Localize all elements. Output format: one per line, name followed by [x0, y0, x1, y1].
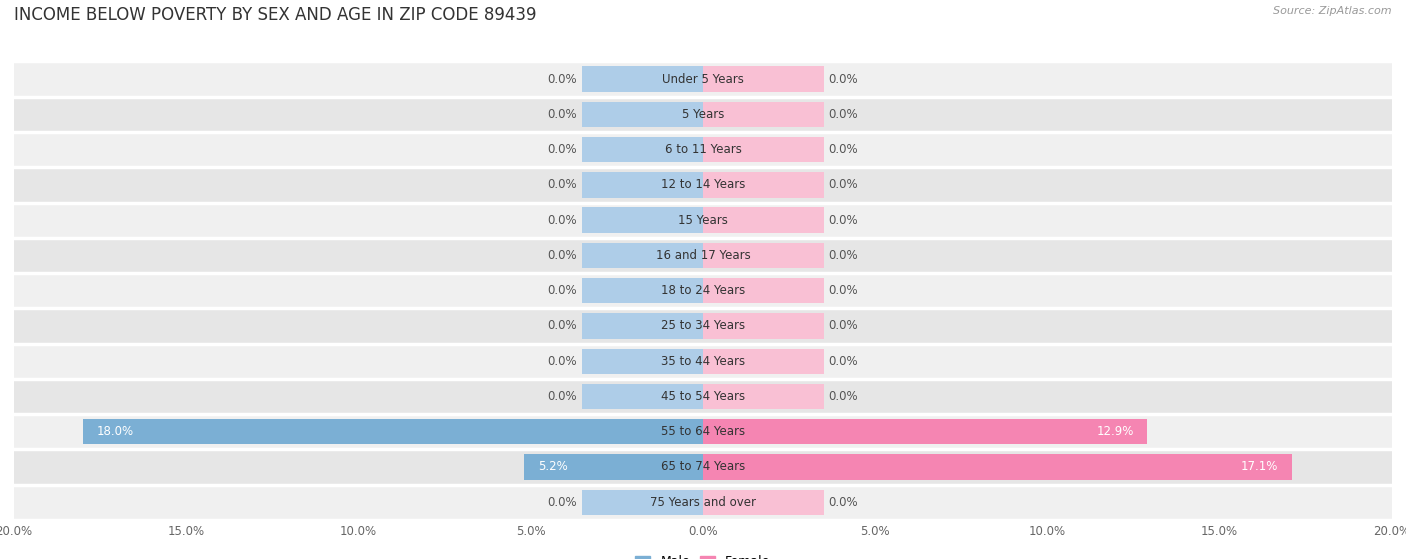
Text: 55 to 64 Years: 55 to 64 Years	[661, 425, 745, 438]
Bar	[14, 344, 1392, 379]
Text: 12 to 14 Years: 12 to 14 Years	[661, 178, 745, 191]
Text: Under 5 Years: Under 5 Years	[662, 73, 744, 86]
Text: 17.1%: 17.1%	[1241, 461, 1278, 473]
Bar	[14, 97, 1392, 132]
Text: 0.0%: 0.0%	[548, 214, 578, 226]
Text: 0.0%: 0.0%	[828, 249, 858, 262]
Text: 12.9%: 12.9%	[1097, 425, 1133, 438]
Bar	[14, 449, 1392, 485]
Bar	[14, 309, 1392, 344]
Bar	[582, 172, 703, 197]
Text: 6 to 11 Years: 6 to 11 Years	[665, 143, 741, 156]
Text: 0.0%: 0.0%	[548, 143, 578, 156]
Bar	[582, 137, 703, 162]
Text: 0.0%: 0.0%	[828, 355, 858, 368]
Bar	[14, 485, 1392, 520]
Text: 0.0%: 0.0%	[548, 284, 578, 297]
Bar	[582, 490, 703, 515]
Text: 75 Years and over: 75 Years and over	[650, 496, 756, 509]
Bar	[524, 454, 703, 480]
Text: 0.0%: 0.0%	[828, 319, 858, 333]
Bar	[14, 273, 1392, 309]
Text: 16 and 17 Years: 16 and 17 Years	[655, 249, 751, 262]
Bar	[14, 167, 1392, 202]
Bar	[582, 207, 703, 233]
Bar	[703, 278, 824, 304]
Bar	[14, 202, 1392, 238]
Text: 0.0%: 0.0%	[548, 178, 578, 191]
Bar	[703, 67, 824, 92]
Bar	[14, 132, 1392, 167]
Bar	[703, 348, 824, 374]
Bar	[703, 102, 824, 127]
Text: 18 to 24 Years: 18 to 24 Years	[661, 284, 745, 297]
Text: 0.0%: 0.0%	[828, 284, 858, 297]
Bar	[703, 313, 824, 339]
Legend: Male, Female: Male, Female	[630, 550, 776, 559]
Text: 0.0%: 0.0%	[548, 249, 578, 262]
Text: 0.0%: 0.0%	[828, 108, 858, 121]
Text: 0.0%: 0.0%	[548, 496, 578, 509]
Bar	[582, 278, 703, 304]
Text: 15 Years: 15 Years	[678, 214, 728, 226]
Text: 0.0%: 0.0%	[548, 108, 578, 121]
Bar	[582, 67, 703, 92]
Bar	[14, 61, 1392, 97]
Text: 5.2%: 5.2%	[537, 461, 568, 473]
Bar	[703, 490, 824, 515]
Bar	[582, 243, 703, 268]
Bar	[703, 454, 1292, 480]
Text: 0.0%: 0.0%	[828, 73, 858, 86]
Text: 0.0%: 0.0%	[828, 496, 858, 509]
Bar	[703, 419, 1147, 444]
Text: 0.0%: 0.0%	[828, 143, 858, 156]
Text: 0.0%: 0.0%	[828, 214, 858, 226]
Bar	[703, 207, 824, 233]
Text: INCOME BELOW POVERTY BY SEX AND AGE IN ZIP CODE 89439: INCOME BELOW POVERTY BY SEX AND AGE IN Z…	[14, 6, 537, 23]
Text: 0.0%: 0.0%	[548, 73, 578, 86]
Text: 0.0%: 0.0%	[828, 178, 858, 191]
Text: 5 Years: 5 Years	[682, 108, 724, 121]
Text: 0.0%: 0.0%	[548, 390, 578, 403]
Bar	[582, 313, 703, 339]
Text: Source: ZipAtlas.com: Source: ZipAtlas.com	[1274, 6, 1392, 16]
Bar	[14, 414, 1392, 449]
Text: 65 to 74 Years: 65 to 74 Years	[661, 461, 745, 473]
Bar	[703, 137, 824, 162]
Bar	[14, 238, 1392, 273]
Text: 25 to 34 Years: 25 to 34 Years	[661, 319, 745, 333]
Text: 35 to 44 Years: 35 to 44 Years	[661, 355, 745, 368]
Bar	[703, 243, 824, 268]
Text: 0.0%: 0.0%	[548, 319, 578, 333]
Bar	[582, 348, 703, 374]
Text: 45 to 54 Years: 45 to 54 Years	[661, 390, 745, 403]
Bar	[14, 379, 1392, 414]
Bar	[582, 384, 703, 409]
Bar	[582, 102, 703, 127]
Bar	[83, 419, 703, 444]
Bar	[703, 172, 824, 197]
Text: 18.0%: 18.0%	[97, 425, 134, 438]
Text: 0.0%: 0.0%	[548, 355, 578, 368]
Bar	[703, 384, 824, 409]
Text: 0.0%: 0.0%	[828, 390, 858, 403]
